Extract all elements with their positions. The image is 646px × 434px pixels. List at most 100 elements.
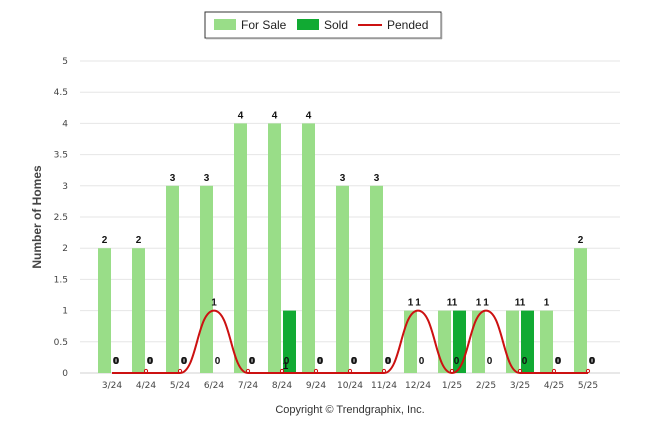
pended-point-marker: [143, 368, 149, 374]
x-tick-label: 7/24: [238, 381, 258, 391]
data-label-sold: 0: [147, 356, 153, 367]
pended-point-marker: [551, 368, 557, 374]
grid: [80, 60, 620, 374]
data-label-for-sale: 4: [238, 110, 244, 121]
y-tick-label: 2: [62, 244, 68, 254]
data-label-pended: 0: [386, 356, 392, 367]
data-label-for-sale: 3: [340, 173, 346, 184]
pended-point-marker: [347, 368, 353, 374]
x-tick-label: 10/24: [337, 381, 363, 391]
data-label-sold: 0: [351, 356, 357, 367]
data-label-pended: 0: [250, 356, 256, 367]
x-tick-label: 1/25: [442, 381, 462, 391]
data-label-pended: 0: [148, 356, 154, 367]
x-axis-ticks: 3/24 4/24 5/24 6/24 7/24 8/24 9/24 10/24 11/24 12…: [102, 381, 598, 391]
legend-label-for-sale: For Sale: [241, 18, 287, 32]
data-label-for-sale-sold: 11: [515, 298, 526, 309]
pended-series-line: [112, 309, 588, 375]
data-label-sold: 0: [589, 356, 595, 367]
y-tick-label: 4: [62, 119, 68, 129]
data-label-sold: 0: [215, 356, 221, 367]
y-tick-label: 5: [62, 57, 68, 67]
y-tick-label: 1: [62, 307, 68, 317]
data-label-sold: 0: [419, 356, 425, 367]
x-tick-label: 9/24: [306, 381, 326, 391]
data-label-pended: 0: [352, 356, 358, 367]
pended-point-marker: [279, 368, 285, 374]
pended-point-marker: [245, 368, 251, 374]
data-label-pended: 0: [318, 356, 324, 367]
bar-sold: [453, 310, 466, 373]
data-label-for-sale: 2: [136, 235, 142, 246]
data-label-sold: 0: [181, 356, 187, 367]
data-label-for-sale: 4: [272, 110, 278, 121]
bar-for-sale: [336, 185, 349, 373]
data-label-pended: 1: [483, 298, 489, 309]
y-tick-label: 4.5: [54, 88, 68, 98]
data-label-for-sale-sold: 11: [447, 298, 458, 309]
data-label-sold: 0: [317, 356, 323, 367]
bar-for-sale: [540, 310, 553, 373]
pended-line: [112, 309, 588, 375]
bar-for-sale: [438, 310, 451, 373]
x-tick-label: 6/24: [204, 381, 224, 391]
data-label-pended: 0: [284, 356, 290, 367]
bar-for-sale: [98, 248, 111, 373]
pended-point-marker: [585, 368, 591, 374]
bar-sold: [521, 310, 534, 373]
data-label-for-sale: 3: [374, 173, 380, 184]
data-label-pended: 0: [590, 356, 596, 367]
y-tick-label: 1.5: [54, 275, 68, 285]
data-label-for-sale: 2: [578, 235, 584, 246]
bar-for-sale: [200, 185, 213, 373]
data-label-sold: 0: [385, 356, 391, 367]
pended-point-marker: [449, 368, 455, 374]
copyright-text: Copyright © Trendgraphix, Inc.: [275, 404, 424, 416]
legend-swatch-sold: [297, 19, 319, 30]
data-label-for-sale: 2: [102, 235, 108, 246]
bar-for-sale: [166, 185, 179, 373]
bar-for-sale: [574, 248, 587, 373]
x-tick-label: 3/25: [510, 381, 530, 391]
bar-for-sale: [234, 123, 247, 374]
x-tick-label: 5/25: [578, 381, 598, 391]
x-tick-label: 4/25: [544, 381, 564, 391]
bar-for-sale: [370, 185, 383, 373]
x-tick-label: 11/24: [371, 381, 397, 391]
pended-point-marker: [177, 368, 183, 374]
bar-sold: [283, 310, 296, 373]
pended-point-marker: [517, 368, 523, 374]
legend-box: [204, 11, 442, 39]
bar-for-sale: [472, 310, 485, 373]
x-tick-label: 5/24: [170, 381, 190, 391]
data-label-sold: 0: [487, 356, 493, 367]
data-label-sold: 1: [283, 361, 289, 372]
data-label-sold: 0: [113, 356, 119, 367]
data-label-for-sale: 3: [170, 173, 176, 184]
data-label-sold: 0: [555, 356, 561, 367]
y-axis-label: Number of Homes: [30, 165, 44, 269]
data-label-for-sale: 1: [408, 298, 414, 309]
bar-for-sale: [506, 310, 519, 373]
data-label-pended: 0: [114, 356, 120, 367]
x-tick-label: 2/25: [476, 381, 496, 391]
data-label-sold: 0: [249, 356, 255, 367]
data-label-for-sale: 1: [544, 298, 550, 309]
pended-point-marker: [381, 368, 387, 374]
legend-swatch-for-sale: [214, 19, 236, 30]
data-label-for-sale: 1: [476, 298, 482, 309]
legend-label-sold: Sold: [324, 18, 348, 32]
y-tick-label: 0: [62, 369, 68, 379]
data-label-pended: 0: [556, 356, 562, 367]
y-tick-label: 0.5: [54, 338, 68, 348]
y-tick-label: 3: [62, 182, 68, 192]
data-label-pended: 1: [415, 298, 421, 309]
legend: For Sale Sold Pended: [204, 11, 443, 40]
x-tick-label: 8/24: [272, 381, 292, 391]
y-axis-ticks: 0 0.5 1 1.5 2 2.5 3 3.5 4 4.5 5: [54, 57, 69, 379]
data-label-pended: 1: [211, 298, 217, 309]
legend-label-pended: Pended: [387, 18, 428, 32]
x-tick-label: 12/24: [405, 381, 431, 391]
